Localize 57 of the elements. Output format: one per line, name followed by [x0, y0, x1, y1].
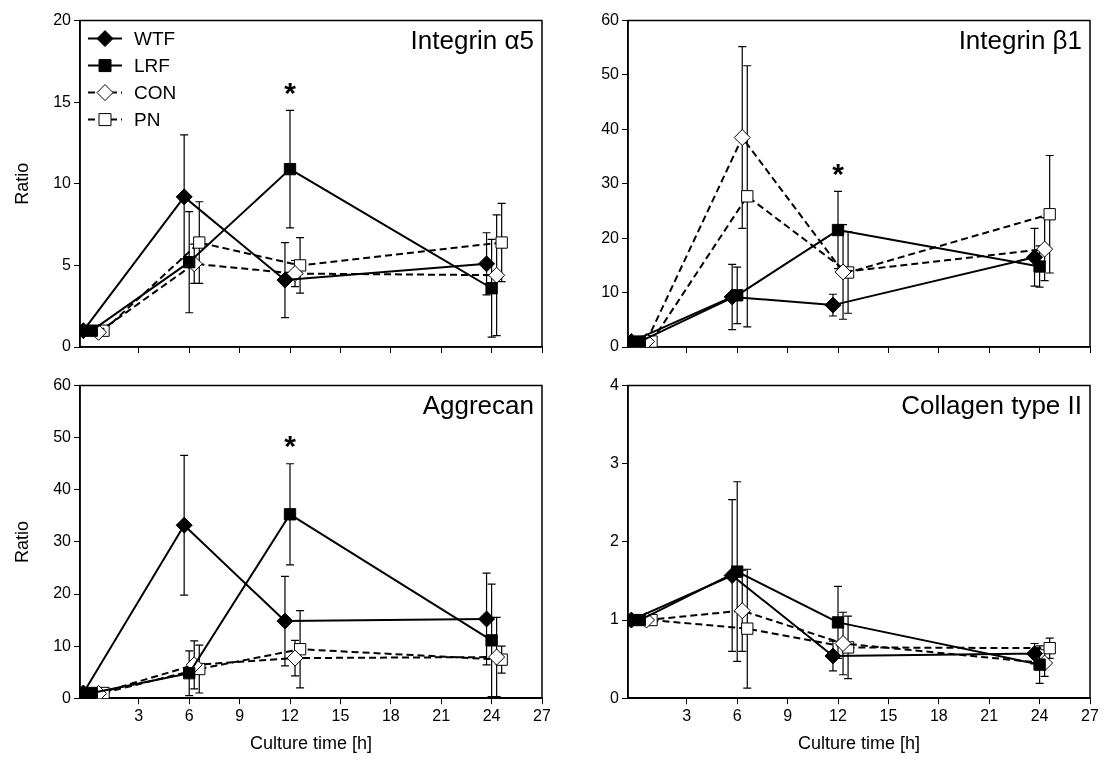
chart-title: Integrin β1: [958, 24, 1082, 55]
y-tick-label: 0: [610, 337, 620, 355]
x-tick-label: 27: [1081, 707, 1099, 725]
x-tick-label: 24: [1030, 707, 1049, 725]
y-axis-title: Ratio: [11, 162, 32, 205]
x-tick-label: 21: [432, 707, 451, 725]
y-tick-label: 10: [601, 283, 620, 301]
x-tick-label: 6: [184, 707, 194, 725]
y-tick-label: 60: [601, 11, 620, 29]
annotation: *: [832, 156, 845, 190]
legend-label: WTF: [134, 27, 176, 49]
x-axis-title: Culture time [h]: [249, 733, 373, 754]
chart-title: Collagen type II: [901, 389, 1082, 420]
x-tick-label: 3: [682, 707, 692, 725]
y-tick-label: 40: [53, 480, 72, 498]
y-tick-label: 3: [610, 454, 620, 472]
legend-label: CON: [134, 81, 177, 103]
x-axis-title: Culture time [h]: [797, 733, 921, 754]
annotation: *: [284, 429, 297, 463]
y-tick-label: 30: [53, 532, 72, 550]
legend-label: LRF: [134, 54, 170, 76]
x-tick-label: 12: [829, 707, 847, 725]
x-tick-label: 3: [134, 707, 144, 725]
x-tick-label: 18: [929, 707, 948, 725]
annotation: *: [284, 75, 297, 109]
y-tick-label: 0: [610, 688, 620, 706]
y-tick-label: 1: [610, 610, 620, 628]
y-axis-title: Ratio: [11, 520, 32, 563]
y-tick-label: 60: [53, 376, 72, 394]
y-tick-label: 5: [62, 255, 72, 273]
y-tick-label: 10: [53, 174, 72, 192]
x-tick-label: 9: [783, 707, 793, 725]
y-tick-label: 2: [610, 532, 620, 550]
x-tick-label: 12: [281, 707, 299, 725]
y-tick-label: 20: [53, 11, 72, 29]
y-tick-label: 40: [601, 119, 620, 137]
y-tick-label: 0: [62, 688, 72, 706]
chart-title: Integrin α5: [410, 24, 534, 55]
x-tick-label: 6: [732, 707, 742, 725]
y-tick-label: 20: [53, 584, 72, 602]
y-tick-label: 50: [53, 428, 72, 446]
chart-title: Aggrecan: [422, 389, 534, 420]
x-tick-label: 24: [482, 707, 501, 725]
legend-label: PN: [134, 108, 161, 130]
x-tick-label: 15: [879, 707, 898, 725]
x-tick-label: 21: [980, 707, 999, 725]
x-tick-label: 9: [235, 707, 245, 725]
y-tick-label: 20: [601, 228, 620, 246]
y-tick-label: 30: [601, 174, 620, 192]
y-tick-label: 0: [62, 337, 72, 355]
x-tick-label: 18: [381, 707, 400, 725]
y-tick-label: 15: [53, 92, 72, 110]
y-tick-label: 4: [610, 376, 620, 394]
y-tick-label: 10: [53, 636, 72, 654]
y-tick-label: 50: [601, 65, 620, 83]
x-tick-label: 27: [533, 707, 551, 725]
x-tick-label: 15: [331, 707, 350, 725]
